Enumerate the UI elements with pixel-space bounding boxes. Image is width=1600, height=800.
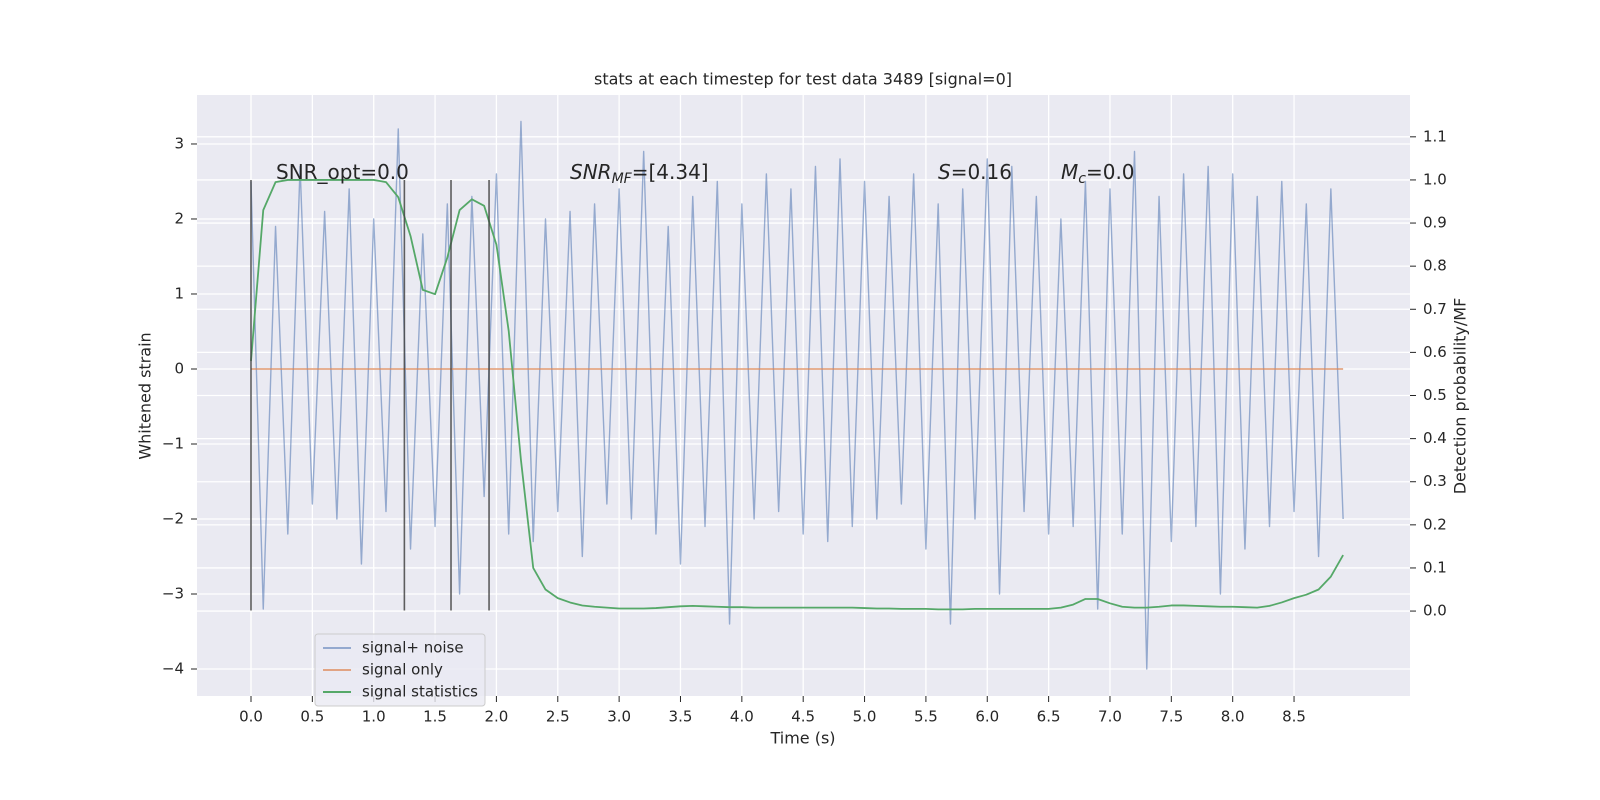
x-tick-label: 0.0 bbox=[239, 708, 263, 726]
x-tick-label: 6.0 bbox=[975, 708, 999, 726]
x-tick-label: 5.0 bbox=[853, 708, 877, 726]
y2-tick-label: 0.6 bbox=[1423, 343, 1447, 361]
x-tick-label: 0.5 bbox=[300, 708, 324, 726]
annotation-part: SNR bbox=[570, 160, 612, 184]
annotation: Mc=0.0 bbox=[1061, 160, 1135, 188]
annotation-part: =[4.34] bbox=[632, 160, 709, 184]
annotation-part: M bbox=[1061, 160, 1078, 184]
y2-tick-label: 0.2 bbox=[1423, 515, 1447, 533]
x-tick-label: 4.5 bbox=[791, 708, 815, 726]
annotation: SNRMF=[4.34] bbox=[570, 160, 709, 188]
labels: 0.0 0.5 1.0 1.5 2.0 2.5 3.0 3.5 4.0 4.5 5.0 5.5 6.0 6… bbox=[162, 127, 1447, 725]
y-tick-label: −4 bbox=[162, 659, 184, 677]
chart-title: stats at each timestep for test data 348… bbox=[594, 70, 1012, 89]
y2-tick-label: 0.5 bbox=[1423, 386, 1447, 404]
legend-label: signal+ noise bbox=[362, 639, 464, 657]
x-tick-label: 7.0 bbox=[1098, 708, 1122, 726]
annotation: SNR_opt=0.0 bbox=[276, 160, 409, 184]
annotation: S=0.16 bbox=[938, 160, 1012, 184]
marks bbox=[250, 120, 1344, 670]
annotation-part: =0.0 bbox=[1086, 160, 1135, 184]
x-tick-label: 8.0 bbox=[1221, 708, 1245, 726]
legend-label: signal only bbox=[362, 661, 443, 679]
x-tick-label: 1.5 bbox=[423, 708, 447, 726]
annotation-part: MF bbox=[612, 171, 633, 187]
y2-tick-label: 0.4 bbox=[1423, 429, 1447, 447]
y-axis-label: Whitened strain bbox=[136, 332, 155, 459]
y-tick-label: 2 bbox=[174, 209, 184, 227]
x-tick-label: 5.5 bbox=[914, 708, 938, 726]
annotation-part: SNR_opt=0.0 bbox=[276, 160, 409, 184]
y-tick-label: 1 bbox=[174, 284, 184, 302]
y2-axis-label: Detection probability/MF bbox=[1451, 298, 1470, 495]
x-tick-label: 7.5 bbox=[1159, 708, 1183, 726]
y-tick-label: −3 bbox=[162, 584, 184, 602]
legend-box bbox=[314, 633, 486, 707]
y2-tick-label: 0.7 bbox=[1423, 300, 1447, 318]
series-line bbox=[250, 120, 1344, 670]
x-tick-label: 1.0 bbox=[362, 708, 386, 726]
y2-tick-label: 0.9 bbox=[1423, 214, 1447, 232]
y-tick-label: −2 bbox=[162, 509, 184, 527]
y2-tick-label: 1.1 bbox=[1423, 127, 1447, 145]
annotation-part: S bbox=[938, 160, 951, 184]
y2-tick-label: 1.0 bbox=[1423, 170, 1447, 188]
x-tick-label: 4.0 bbox=[730, 708, 754, 726]
x-axis-label: Time (s) bbox=[769, 729, 835, 748]
x-tick-label: 6.5 bbox=[1037, 708, 1061, 726]
x-tick-label: 2.5 bbox=[546, 708, 570, 726]
x-tick-label: 3.0 bbox=[607, 708, 631, 726]
series-line bbox=[250, 179, 1344, 611]
y2-tick-label: 0.0 bbox=[1423, 602, 1447, 620]
legend-label: signal statistics bbox=[362, 683, 478, 701]
annotation-part: =0.16 bbox=[951, 160, 1012, 184]
y-tick-label: 0 bbox=[174, 359, 184, 377]
y-tick-label: −1 bbox=[162, 434, 184, 452]
x-tick-label: 8.5 bbox=[1282, 708, 1306, 726]
x-tick-label: 2.0 bbox=[484, 708, 508, 726]
x-tick-label: 3.5 bbox=[669, 708, 693, 726]
y-tick-label: 3 bbox=[174, 134, 184, 152]
y2-tick-label: 0.1 bbox=[1423, 558, 1447, 576]
y2-tick-label: 0.8 bbox=[1423, 257, 1447, 275]
y2-tick-label: 0.3 bbox=[1423, 472, 1447, 490]
grid bbox=[197, 95, 1410, 696]
annotation-part: c bbox=[1078, 171, 1086, 187]
